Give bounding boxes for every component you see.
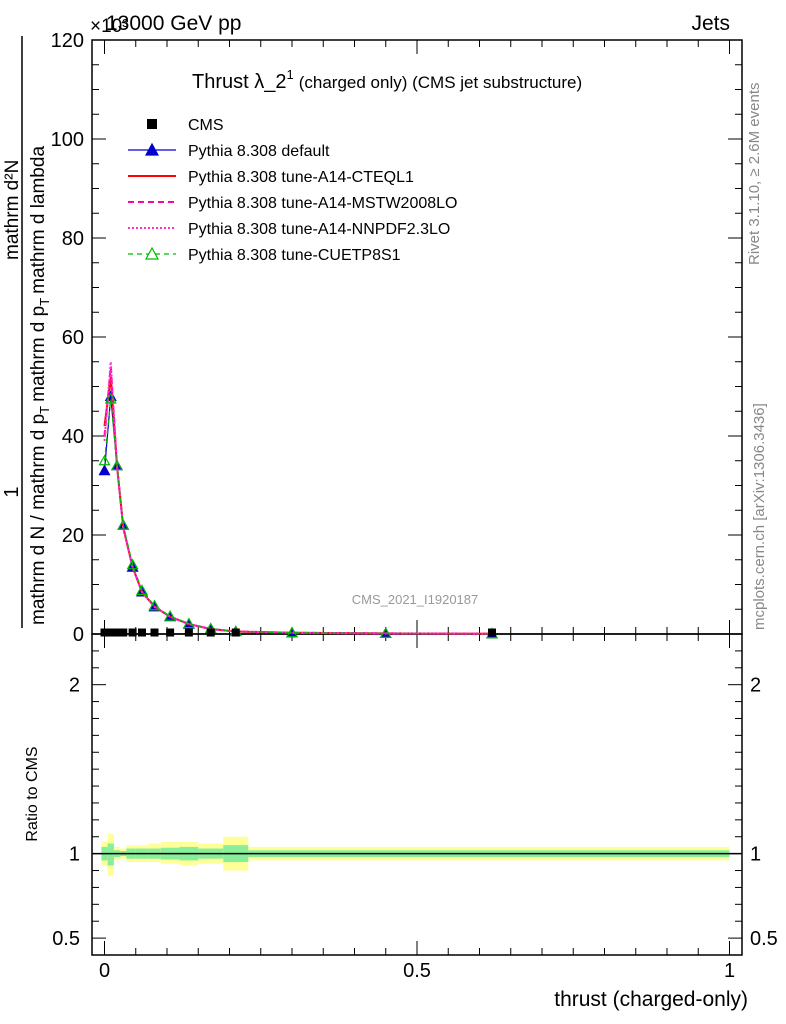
series-point: [164, 609, 177, 621]
cms-data-point: [488, 628, 496, 637]
legend-entry: Pythia 8.308 default: [128, 142, 330, 160]
ylabel-numerator: mathrm d²N: [2, 160, 23, 260]
series-point: [117, 518, 130, 530]
legend-label: Pythia 8.308 tune-A14-MSTW2008LO: [188, 195, 457, 212]
y-tick-label: 40: [62, 426, 84, 448]
series-point: [148, 599, 161, 611]
cms-data-point: [231, 628, 240, 637]
rivet-label: Rivet 3.1.10, ≥ 2.6M events: [746, 83, 763, 266]
cms-data-point: [166, 628, 175, 637]
legend-label: CMS: [188, 117, 224, 134]
series-point: [182, 617, 195, 629]
legend-label: Pythia 8.308 tune-A14-CTEQL1: [188, 169, 414, 186]
mcplots-label: mcplots.cern.ch [arXiv:1306.3436]: [751, 403, 768, 630]
ratio-y-tick-label: 1: [69, 844, 80, 866]
series-line: [103, 398, 493, 635]
cms-data-point: [206, 628, 215, 637]
ratio-y-tick-label: 2: [69, 675, 80, 697]
series-point: [379, 627, 392, 639]
legend-entry: Pythia 8.308 tune-CUETP8S1: [128, 246, 401, 264]
y-tick-label: 100: [51, 129, 84, 151]
y-tick-label: 60: [62, 327, 84, 349]
legend-label: Pythia 8.308 tune-A14-NNPDF2.3LO: [188, 221, 450, 238]
y-tick-label: 80: [62, 228, 84, 250]
ylabel-denominator: mathrm d N / mathrm d pTmathrm d pTmathr…: [28, 146, 52, 625]
y-tick-label: 120: [51, 30, 84, 52]
series-point: [98, 464, 111, 476]
ratio-bands: [92, 833, 742, 876]
series-point: [98, 454, 111, 466]
analysis-watermark: CMS_2021_I1920187: [352, 592, 479, 607]
legend-entry: Pythia 8.308 tune-A14-CTEQL1: [128, 169, 414, 186]
legend-entry: Pythia 8.308 tune-A14-NNPDF2.3LO: [128, 221, 450, 238]
cms-data-point: [119, 628, 128, 637]
legend-marker: [144, 142, 160, 156]
cms-data-point: [106, 628, 115, 637]
y-axis-label-top: 1 mathrm d N / mathrm d pTmathrm d pTmat…: [1, 36, 52, 628]
series-point: [285, 626, 299, 638]
header-right: Jets: [691, 12, 730, 35]
cms-data-point: [113, 628, 121, 637]
series-layer: [98, 361, 499, 639]
legend-entry: CMS: [147, 117, 224, 134]
legend-marker: [144, 246, 160, 260]
cms-data-point: [150, 628, 159, 637]
ratio-y-tick-label-right: 0.5: [750, 928, 778, 950]
series-point: [104, 392, 117, 404]
legend-label: Pythia 8.308 default: [188, 143, 330, 160]
header-left: 13000 GeV pp: [106, 12, 241, 35]
legend-entry: Pythia 8.308 tune-A14-MSTW2008LO: [128, 195, 457, 212]
legend-label: Pythia 8.308 tune-CUETP8S1: [188, 247, 401, 264]
plot-title: Thrust λ_21 (charged only) (CMS jet subst…: [192, 67, 582, 93]
ratio-y-tick-label: 0.5: [52, 928, 80, 950]
cms-data-point: [138, 628, 146, 637]
series-point: [110, 459, 124, 471]
legend-marker: [147, 119, 157, 129]
ratio-axis-ticks: 0.5 0.5 1 1 2 2 0 0.5 1: [52, 634, 778, 982]
top-axis-ticks: 0 20 40 60 80 100 120: [51, 30, 742, 646]
ratio-y-tick-label-right: 1: [750, 844, 761, 866]
y-axis-label-ratio: Ratio to CMS: [24, 746, 41, 841]
y-tick-label: 20: [62, 525, 84, 547]
y-tick-label: 0: [73, 624, 84, 646]
cms-data-point: [128, 628, 137, 637]
x-tick-label: 0.5: [403, 960, 431, 982]
y-exponent: ×10³: [90, 16, 129, 37]
x-axis-label: thrust (charged-only): [554, 988, 748, 1011]
ratio-y-tick-label-right: 2: [750, 675, 761, 697]
legend: CMS Pythia 8.308 default Pythia 8.308 tune…: [128, 117, 457, 264]
series-point: [126, 558, 139, 570]
x-tick-label: 0: [99, 960, 110, 982]
x-tick-label: 1: [724, 960, 735, 982]
series-point: [135, 584, 149, 596]
ylabel-one: 1: [1, 486, 23, 497]
cms-data-point: [100, 628, 109, 637]
ratio-panel-frame: [91, 633, 743, 956]
stat-band: [107, 843, 114, 866]
cms-data-point: [184, 628, 193, 637]
